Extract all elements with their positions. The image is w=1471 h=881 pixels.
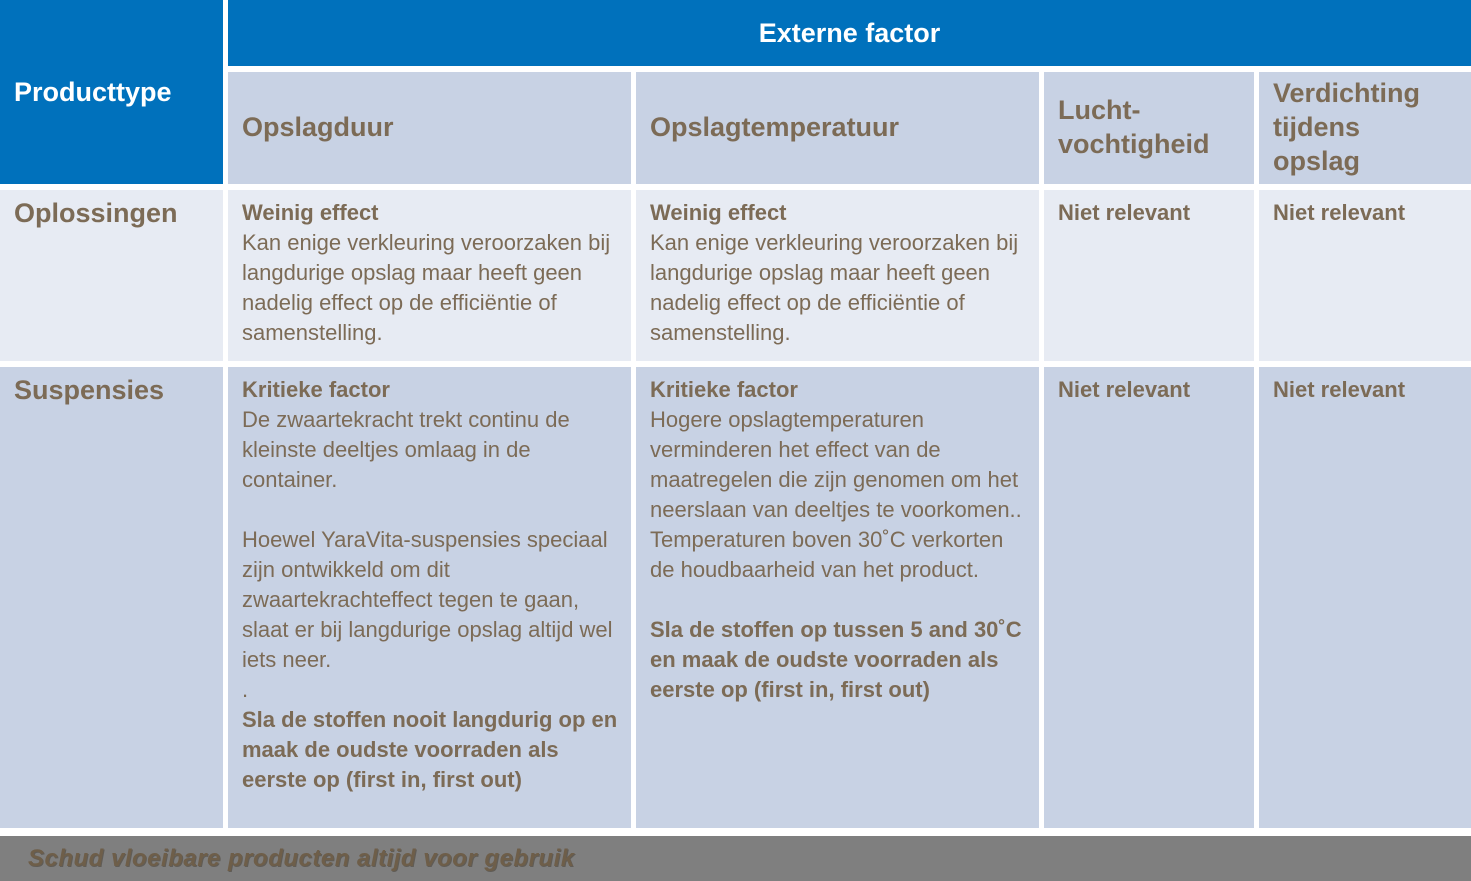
row-label-suspensies: Suspensies	[0, 367, 223, 828]
cell-oplossingen-opslagduur: Weinig effect Kan enige verkleuring veroo…	[228, 190, 631, 361]
footer-note: Schud vloeibare producten altijd voor ge…	[28, 844, 575, 872]
column-header-luchtvochtigheid: Lucht- vochtigheid	[1044, 72, 1254, 184]
cell-oplossingen-luchtvochtigheid: Niet relevant	[1044, 190, 1254, 361]
corner-header-producttype: Producttype	[0, 0, 223, 184]
cell-paragraph: Hogere opslagtemperaturen verminderen he…	[650, 407, 1022, 522]
cell-paragraph: Weinig effect	[242, 200, 379, 225]
cell-suspensies-luchtvochtigheid: Niet relevant	[1044, 367, 1254, 828]
cell-paragraph: Temperaturen boven 30˚C verkorten de hou…	[650, 527, 1004, 582]
cell-suspensies-opslagtemperatuur: Kritieke factor Hogere opslagtemperaturen…	[636, 367, 1039, 828]
cell-paragraph: Kan enige verkleuring veroorzaken bij la…	[242, 230, 611, 345]
cell-paragraph: Kritieke factor	[650, 377, 798, 402]
cell-oplossingen-verdichting: Niet relevant	[1259, 190, 1471, 361]
cell-paragraph: Hoewel YaraVita-suspensies speciaal zijn…	[242, 527, 613, 672]
cell-spacer	[242, 495, 619, 525]
cell-paragraph: Niet relevant	[1273, 377, 1406, 402]
footer-bar: Schud vloeibare producten altijd voor ge…	[0, 836, 1471, 881]
cell-oplossingen-opslagtemperatuur: Weinig effect Kan enige verkleuring veroo…	[636, 190, 1039, 361]
column-header-opslagtemperatuur: Opslagtemperatuur	[636, 72, 1039, 184]
cell-suspensies-verdichting: Niet relevant	[1259, 367, 1471, 828]
cell-paragraph: Niet relevant	[1273, 200, 1406, 225]
column-header-opslagduur: Opslagduur	[228, 72, 631, 184]
cell-paragraph: Kan enige verkleuring veroorzaken bij la…	[650, 230, 1019, 345]
row-label-oplossingen: Oplossingen	[0, 190, 223, 361]
cell-paragraph: Weinig effect	[650, 200, 787, 225]
cell-suspensies-opslagduur: Kritieke factor De zwaartekracht trekt co…	[228, 367, 631, 828]
group-header-externe-factor: Externe factor	[228, 0, 1471, 66]
cell-spacer	[650, 585, 1027, 615]
cell-paragraph: De zwaartekracht trekt continu de kleins…	[242, 407, 570, 492]
cell-paragraph: .	[242, 677, 249, 702]
cell-paragraph: Niet relevant	[1058, 200, 1191, 225]
cell-paragraph: Sla de stoffen op tussen 5 and 30˚C en m…	[650, 617, 1022, 702]
cell-paragraph: Sla de stoffen nooit langdurig op en maa…	[242, 707, 618, 792]
storage-factors-table: Producttype Externe factor Opslagduur Op…	[0, 0, 1471, 828]
column-header-verdichting: Verdichting tijdens opslag	[1259, 72, 1471, 184]
cell-paragraph: Niet relevant	[1058, 377, 1191, 402]
cell-paragraph: Kritieke factor	[242, 377, 390, 402]
